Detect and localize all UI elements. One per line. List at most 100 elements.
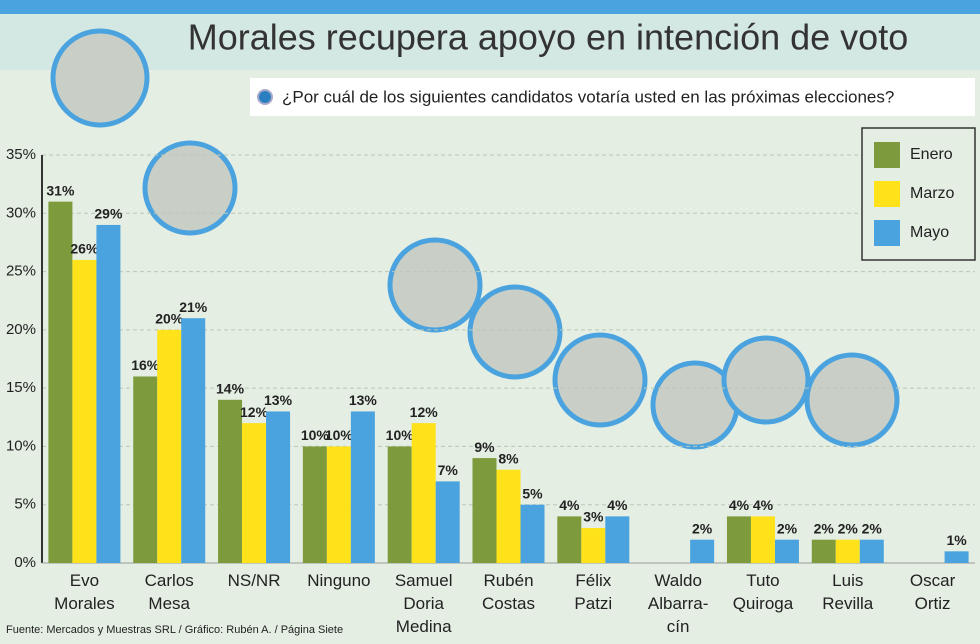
bar xyxy=(835,539,860,563)
value-label: 21% xyxy=(179,299,208,315)
bar xyxy=(350,411,375,563)
value-label: 10% xyxy=(325,427,354,443)
value-label: 14% xyxy=(216,381,245,397)
x-tick-label: Evo Morales xyxy=(54,571,115,613)
value-label: 2% xyxy=(777,520,798,536)
value-label: 26% xyxy=(70,241,99,257)
value-label: 4% xyxy=(729,497,750,513)
bar xyxy=(774,539,799,563)
value-label: 1% xyxy=(946,532,967,548)
y-tick-label: 20% xyxy=(6,321,36,338)
photo xyxy=(142,140,238,236)
y-tick-label: 10% xyxy=(6,437,36,454)
photo xyxy=(50,28,150,128)
bar xyxy=(387,446,412,563)
bar xyxy=(750,516,775,563)
bar xyxy=(266,411,291,563)
x-tick-label: Tuto Quiroga xyxy=(732,571,794,613)
photo xyxy=(467,284,563,380)
value-label: 4% xyxy=(607,497,628,513)
photo xyxy=(804,352,900,448)
value-label: 13% xyxy=(264,392,293,408)
bar xyxy=(811,539,836,563)
value-label: 29% xyxy=(94,206,123,222)
value-label: 16% xyxy=(131,357,160,373)
x-tick-label: Waldo Albarra- cín xyxy=(647,571,709,636)
bar xyxy=(302,446,327,563)
bullet xyxy=(257,89,273,105)
top-band xyxy=(0,0,980,14)
value-label: 5% xyxy=(522,485,543,501)
value-label: 4% xyxy=(559,497,580,513)
bar xyxy=(690,539,715,563)
bar xyxy=(605,516,630,563)
x-tick-label: Samuel Doria Medina xyxy=(394,571,453,636)
value-label: 2% xyxy=(838,520,859,536)
legend-label: Enero xyxy=(910,146,953,163)
legend-label: Marzo xyxy=(910,185,955,202)
y-tick-label: 5% xyxy=(14,496,36,513)
value-label: 2% xyxy=(692,520,713,536)
legend-swatch xyxy=(874,181,900,207)
bar xyxy=(581,528,606,563)
bar xyxy=(218,399,243,563)
x-tick-label: Ninguno xyxy=(307,571,371,590)
value-label: 9% xyxy=(474,439,495,455)
value-label: 7% xyxy=(438,462,459,478)
source: Fuente: Mercados y Muestras SRL / Gráfic… xyxy=(6,624,343,636)
bar xyxy=(326,446,351,563)
y-tick-label: 30% xyxy=(6,204,36,221)
bar xyxy=(496,469,521,563)
x-tick-label: NS/NR xyxy=(227,571,281,590)
x-tick-label: Félix Patzi xyxy=(574,571,613,613)
y-tick-label: 35% xyxy=(6,146,36,163)
value-label: 12% xyxy=(410,404,439,420)
value-label: 8% xyxy=(498,450,519,466)
bar xyxy=(48,201,73,563)
x-tick-label: Luis Revilla xyxy=(822,571,874,613)
value-label: 4% xyxy=(753,497,774,513)
value-label: 20% xyxy=(155,311,184,327)
x-tick-label: Rubén Costas xyxy=(482,571,535,613)
bar xyxy=(726,516,751,563)
value-label: 10% xyxy=(386,427,415,443)
x-tick-label: Carlos Mesa xyxy=(144,571,194,613)
question-box xyxy=(250,78,975,116)
y-tick-label: 25% xyxy=(6,263,36,280)
y-tick-label: 0% xyxy=(14,554,36,571)
bar xyxy=(557,516,582,563)
bar xyxy=(157,329,182,563)
subtitle: ¿Por cuál de los siguientes candidatos v… xyxy=(282,87,894,106)
value-label: 3% xyxy=(583,509,604,525)
photos xyxy=(42,28,975,564)
value-label: 10% xyxy=(301,427,330,443)
chart-title: Morales recupera apoyo en intención de v… xyxy=(188,17,908,58)
value-label: 31% xyxy=(46,182,75,198)
bar xyxy=(181,318,206,563)
bar xyxy=(96,224,121,563)
legend-swatch xyxy=(874,220,900,246)
bar xyxy=(944,551,969,563)
photo xyxy=(721,335,811,425)
bar xyxy=(72,259,97,563)
bar xyxy=(435,481,460,563)
x-tick-label: Oscar Ortiz xyxy=(909,571,956,613)
value-label: 12% xyxy=(240,404,269,420)
photo xyxy=(387,237,483,333)
y-tick-label: 15% xyxy=(6,379,36,396)
value-label: 2% xyxy=(814,520,835,536)
bar xyxy=(859,539,884,563)
legend-label: Mayo xyxy=(910,224,949,241)
bar xyxy=(242,423,267,563)
bar xyxy=(520,504,545,563)
value-label: 13% xyxy=(349,392,378,408)
value-label: 2% xyxy=(862,520,883,536)
photo xyxy=(552,332,648,428)
bar xyxy=(411,423,436,563)
bar xyxy=(472,458,497,563)
legend-swatch xyxy=(874,142,900,168)
bar xyxy=(133,376,158,563)
title-band xyxy=(0,14,980,70)
